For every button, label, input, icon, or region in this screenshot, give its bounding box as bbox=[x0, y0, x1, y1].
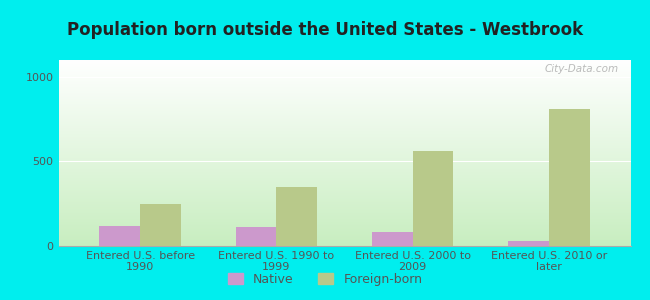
Bar bbox=[372, 232, 413, 246]
Text: City-Data.com: City-Data.com bbox=[545, 64, 619, 74]
Bar bbox=[235, 227, 276, 246]
Bar bbox=[140, 204, 181, 246]
Bar bbox=[276, 187, 317, 246]
Bar bbox=[99, 226, 140, 246]
Legend: Native, Foreign-born: Native, Foreign-born bbox=[223, 268, 427, 291]
Bar bbox=[549, 109, 590, 246]
Bar bbox=[508, 241, 549, 246]
Bar bbox=[413, 151, 454, 246]
Text: Population born outside the United States - Westbrook: Population born outside the United State… bbox=[67, 21, 583, 39]
